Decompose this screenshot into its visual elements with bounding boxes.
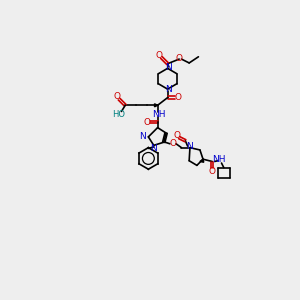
Text: N: N (165, 63, 172, 72)
Text: NH: NH (152, 110, 166, 119)
Polygon shape (200, 159, 204, 162)
Text: HO: HO (112, 110, 126, 119)
Text: O: O (175, 93, 182, 102)
Text: O: O (169, 139, 176, 148)
Polygon shape (154, 104, 158, 107)
Text: NH: NH (212, 155, 226, 164)
Text: N: N (187, 142, 193, 152)
Text: O: O (176, 54, 183, 63)
Text: O: O (209, 167, 216, 176)
Text: N: N (139, 132, 146, 141)
Text: O: O (143, 118, 150, 127)
Text: O: O (156, 51, 163, 60)
Text: O: O (173, 131, 180, 140)
Text: N: N (150, 144, 157, 153)
Text: O: O (113, 92, 120, 100)
Text: N: N (165, 85, 172, 94)
